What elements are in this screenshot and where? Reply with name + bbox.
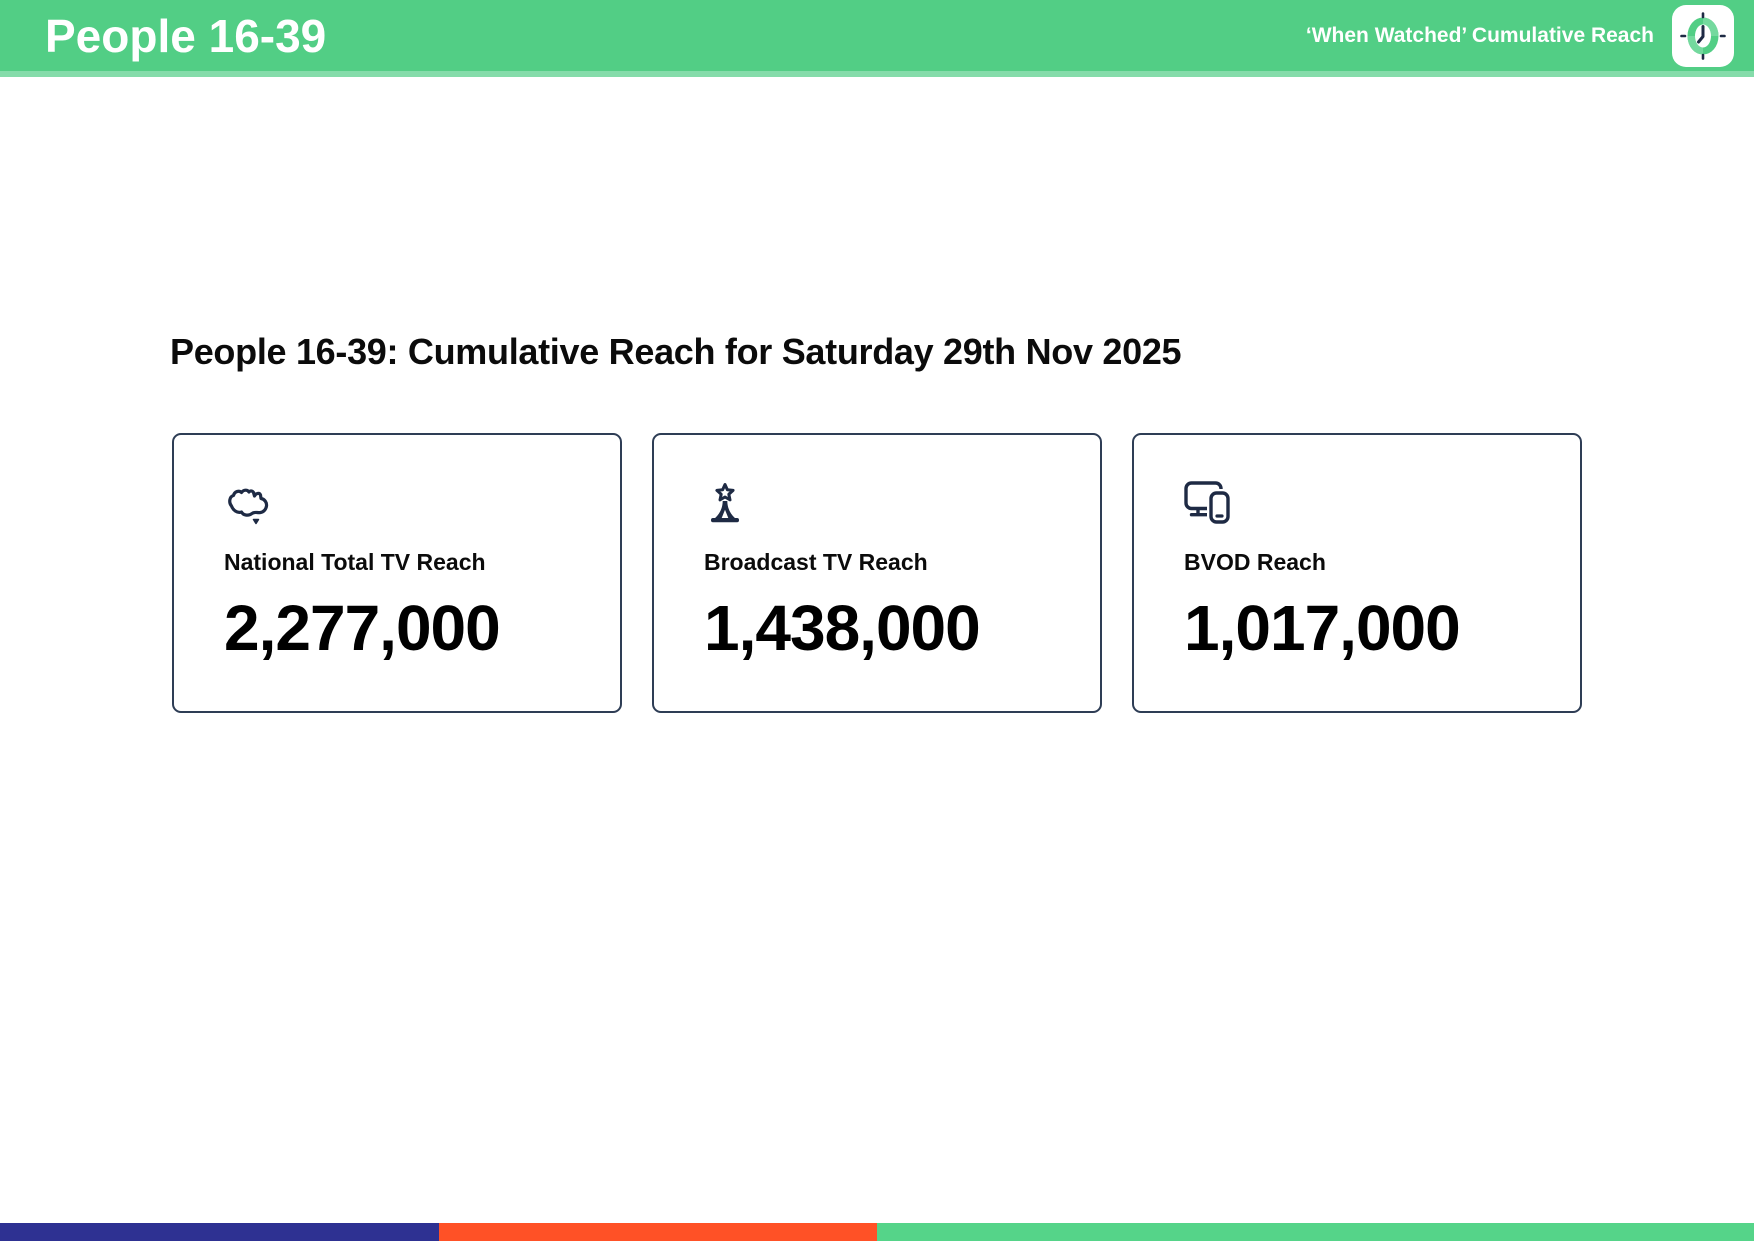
footer-segment-blue: [0, 1223, 439, 1241]
card-label: National Total TV Reach: [224, 549, 486, 575]
australia-map-icon: [224, 481, 600, 527]
header-right-group: ‘When Watched’ Cumulative Reach: [1305, 4, 1734, 67]
header-title: People 16-39: [45, 9, 327, 62]
card-value: 1,017,000: [1184, 592, 1461, 664]
card-label: Broadcast TV Reach: [704, 549, 928, 575]
footer-segment-orange: [438, 1223, 877, 1241]
reach-cards: National Total TV Reach 2,277,000 Broadc…: [172, 433, 1582, 713]
header-subtitle: ‘When Watched’ Cumulative Reach: [1305, 23, 1654, 47]
footer-segment-green: [877, 1223, 1754, 1241]
broadcast-tower-icon: [704, 481, 1080, 527]
card-national-total-tv-reach: National Total TV Reach 2,277,000: [172, 433, 622, 713]
clock-badge: [1672, 4, 1734, 67]
card-value: 1,438,000: [704, 592, 981, 664]
card-bvod-reach: BVOD Reach 1,017,000: [1132, 433, 1582, 713]
card-broadcast-tv-reach: Broadcast TV Reach 1,438,000: [652, 433, 1102, 713]
app-header: People 16-39 ‘When Watched’ Cumulative R…: [0, 0, 1754, 77]
clock-icon: [1680, 11, 1726, 60]
devices-icon: [1184, 481, 1560, 527]
page-title: People 16-39: Cumulative Reach for Satur…: [170, 331, 1182, 372]
card-label: BVOD Reach: [1184, 549, 1326, 575]
card-value: 2,277,000: [224, 592, 501, 664]
footer-bar: [0, 1223, 1754, 1241]
